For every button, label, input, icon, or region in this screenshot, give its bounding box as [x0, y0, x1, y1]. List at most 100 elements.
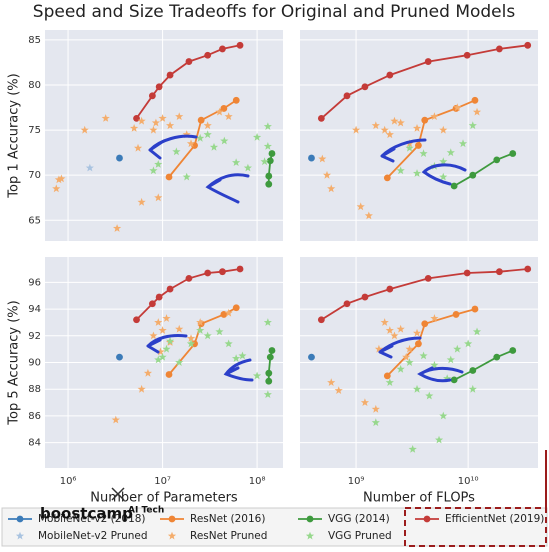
star-point	[134, 143, 143, 152]
star-point	[327, 378, 336, 386]
star-point	[196, 326, 205, 334]
star-point	[101, 114, 110, 122]
star-point	[371, 121, 380, 130]
point	[148, 92, 156, 100]
y-tick-label: 92	[28, 331, 41, 342]
x-axis-label: Number of FLOPs	[363, 491, 475, 506]
star-point	[54, 175, 63, 184]
y-axis-label: Top 1 Accuracy (%)	[7, 73, 22, 198]
point	[265, 377, 273, 385]
point	[424, 58, 432, 65]
star-point	[364, 211, 373, 220]
star-point	[439, 157, 448, 166]
y-tick-label: 94	[28, 304, 41, 315]
star-point	[396, 166, 405, 175]
star-point	[209, 142, 219, 151]
star-point	[419, 351, 428, 360]
x-axis-label: Number of Parameters	[90, 491, 238, 506]
star-point	[196, 133, 205, 142]
star-point	[439, 125, 448, 134]
star-point	[263, 122, 272, 130]
point	[204, 51, 212, 59]
star-point	[220, 136, 229, 145]
point	[509, 150, 517, 157]
star-point	[111, 415, 120, 424]
star-point	[443, 374, 452, 382]
star-point	[430, 360, 439, 369]
star-point	[166, 121, 175, 130]
star-point	[151, 118, 160, 127]
point	[265, 172, 273, 180]
star-point	[327, 184, 336, 193]
star-point	[385, 378, 394, 386]
x-tick-label: 10⁶	[60, 476, 77, 487]
star-point	[446, 355, 455, 364]
star-point	[405, 358, 414, 366]
point	[361, 293, 369, 301]
star-point	[137, 116, 146, 125]
point	[220, 311, 228, 318]
annotation-arrow	[380, 138, 427, 163]
series-line	[267, 350, 273, 382]
star-point	[158, 114, 167, 122]
legend-marker	[15, 531, 25, 540]
star-point	[149, 125, 158, 134]
star-point	[158, 326, 167, 334]
legend-label: MobileNet-v2 Pruned	[38, 530, 148, 542]
annotation-arrow	[146, 334, 188, 354]
star-point	[360, 398, 369, 406]
point	[116, 154, 123, 162]
close-stroke	[111, 487, 125, 501]
point	[421, 116, 429, 124]
y-tick-label: 84	[28, 438, 41, 449]
star-point	[468, 384, 477, 393]
chart-title: Speed and Size Tradeoffs for Original an…	[33, 2, 516, 22]
star-point	[390, 116, 399, 125]
star-point	[413, 124, 422, 132]
point	[493, 156, 501, 164]
point	[471, 96, 479, 104]
series-line	[453, 349, 514, 381]
star-point	[203, 121, 212, 130]
star-point	[472, 327, 482, 336]
legend-label: VGG (2014)	[328, 513, 390, 525]
point	[386, 71, 394, 79]
point	[265, 180, 273, 188]
star-point	[243, 163, 252, 172]
star-point	[263, 390, 272, 398]
point	[165, 371, 173, 378]
star-point	[224, 339, 233, 348]
point	[265, 369, 273, 377]
annotation-arrow	[417, 366, 464, 383]
point	[415, 142, 422, 149]
star-point	[85, 163, 94, 172]
point	[383, 372, 391, 380]
point	[185, 58, 193, 65]
annotation-arrow	[205, 173, 250, 204]
point	[469, 367, 477, 374]
star-point	[356, 202, 365, 211]
point	[236, 41, 244, 49]
point	[450, 182, 458, 190]
star-point	[137, 197, 146, 206]
star-point	[232, 354, 241, 362]
point	[308, 154, 315, 162]
x-tick-label: 10⁹	[348, 476, 365, 487]
star-point	[175, 324, 184, 333]
star-point	[385, 326, 394, 334]
star-point	[149, 331, 158, 340]
point	[220, 105, 228, 112]
star-point	[224, 112, 233, 120]
star-point	[154, 318, 163, 326]
point	[495, 45, 503, 53]
point	[232, 96, 240, 104]
point	[317, 316, 325, 324]
point	[493, 353, 501, 361]
star-point	[396, 364, 405, 373]
star-point	[464, 339, 473, 348]
star-point	[215, 107, 224, 116]
y-tick-label: 96	[28, 277, 41, 288]
point	[155, 83, 163, 91]
subplot	[300, 30, 538, 241]
